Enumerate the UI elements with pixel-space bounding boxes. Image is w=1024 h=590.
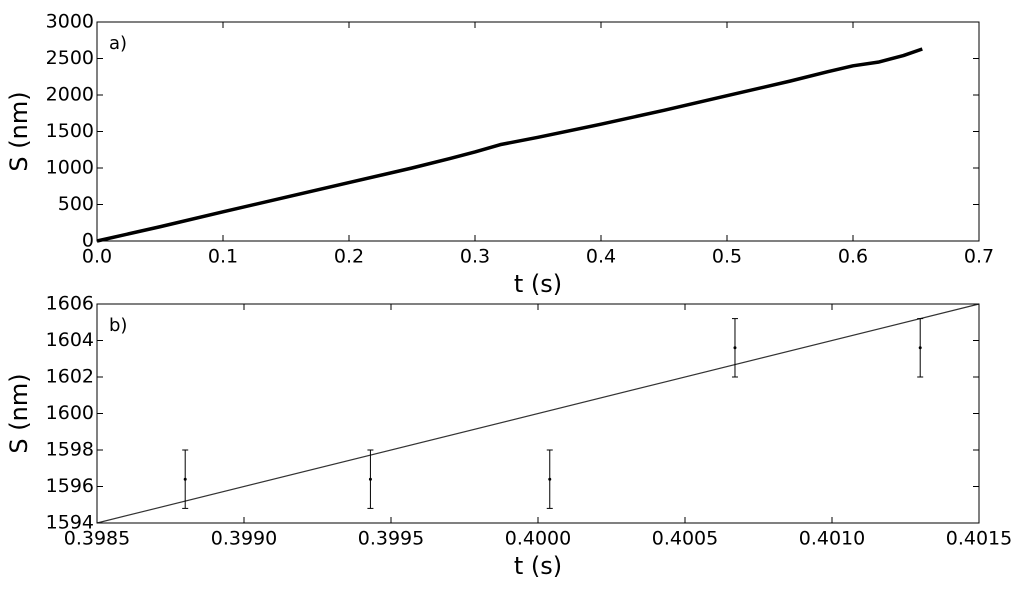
x-tick-label: 0.2 [334,246,364,268]
y-tick-label: 1594 [46,512,94,534]
data-point [733,346,737,350]
data-point [548,477,552,481]
x-tick-label: 0.5 [712,246,742,268]
data-point [183,477,187,481]
y-tick-label: 1600 [46,402,94,424]
fit-line [96,303,980,524]
data-point [368,477,372,481]
x-tick-label: 0.3990 [211,528,277,550]
x-tick-label: 0.1 [208,246,238,268]
y-tick-label: 0 [82,230,94,252]
x-tick-label: 0.4005 [652,528,718,550]
y-tick-label: 500 [58,193,94,215]
data-point [918,346,922,350]
x-tick-label: 0.6 [838,246,868,268]
x-tick-label: 0.4000 [505,528,571,550]
y-tick-label: 3000 [46,11,94,33]
y-tick-label: 1606 [46,293,94,315]
y-tick-label: 2500 [46,47,94,69]
y-tick-label: 2000 [46,84,94,106]
y-tick-label: 1000 [46,157,94,179]
x-tick-label: 0.4 [586,246,616,268]
y-tick-label: 1602 [46,366,94,388]
x-axis-label: t (s) [514,552,562,580]
plot-frame [96,303,980,524]
x-tick-label: 0.3995 [358,528,424,550]
x-tick-label: 0.0 [82,246,112,268]
x-tick-label: 0.7 [964,246,994,268]
panel-label: a) [109,33,127,54]
plot-frame [96,21,980,242]
y-tick-label: 1596 [46,475,94,497]
panel-label: b) [109,315,127,336]
y-axis-label: S (nm) [5,373,33,453]
x-tick-label: 0.4015 [946,528,1012,550]
x-axis-label: t (s) [514,270,562,298]
y-axis-label: S (nm) [5,91,33,171]
data-line [96,47,923,243]
x-tick-label: 0.4010 [799,528,865,550]
y-tick-label: 1500 [46,120,94,142]
y-tick-label: 1604 [46,329,94,351]
y-tick-label: 1598 [46,439,94,461]
x-tick-label: 0.3985 [64,528,130,550]
x-tick-label: 0.3 [460,246,490,268]
